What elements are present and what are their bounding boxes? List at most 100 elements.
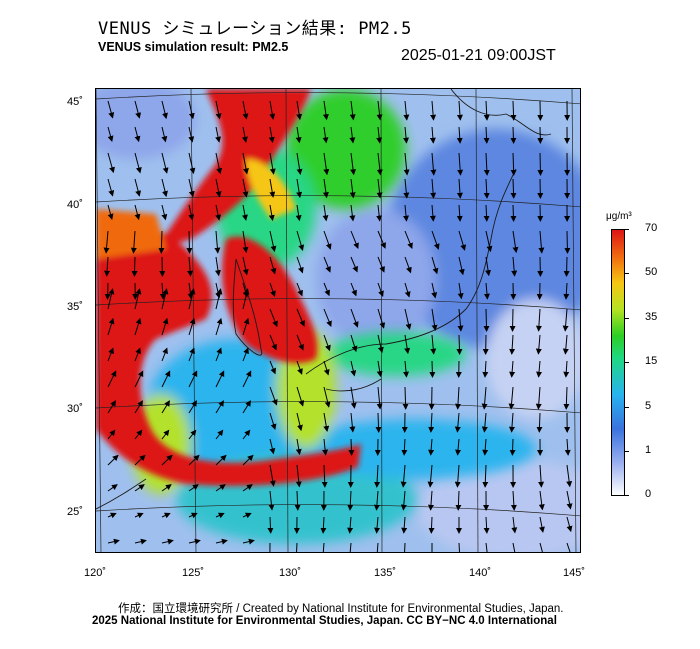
wind-arrow (377, 334, 384, 354)
wind-arrow (535, 334, 542, 355)
wind-arrow (404, 542, 406, 552)
wind-arrow (349, 126, 356, 144)
wind-arrow (427, 464, 434, 488)
wind-arrow (214, 256, 221, 277)
wind-arrow (242, 178, 249, 198)
wind-arrow (295, 126, 302, 144)
wind-arrow (323, 256, 331, 273)
wind-arrow (566, 464, 573, 488)
wind-arrow (322, 204, 329, 222)
wind-arrow (215, 538, 228, 545)
wind-arrow (268, 126, 275, 144)
wind-arrow (455, 490, 462, 511)
wind-arrow (295, 464, 302, 488)
wind-arrow (511, 516, 518, 534)
wind-arrow (376, 100, 383, 121)
wind-arrow (107, 370, 117, 388)
wind-arrow (322, 542, 325, 552)
wind-arrow (268, 204, 275, 222)
wind-arrow (295, 204, 302, 222)
wind-arrow (508, 386, 515, 410)
wind-arrow (431, 282, 438, 299)
colorbar-unit: μg/m³ (606, 211, 632, 222)
wind-arrow (107, 347, 114, 362)
wind-arrow (348, 438, 355, 456)
wind-arrow (269, 308, 278, 328)
wind-arrow (509, 308, 516, 332)
wind-arrow (430, 334, 437, 355)
lon-label-120: 120˚ (84, 567, 107, 579)
wind-arrow (323, 308, 332, 328)
wind-arrow (401, 438, 408, 456)
wind-arrow (566, 516, 573, 533)
wind-arrow (188, 126, 195, 143)
wind-arrow (187, 256, 194, 277)
colorbar-tickmark (625, 495, 629, 496)
wind-arrow (107, 317, 115, 336)
wind-arrow (509, 360, 516, 378)
wind-arrow (215, 288, 223, 310)
wind-arrow (269, 100, 276, 120)
wind-arrow (242, 538, 255, 545)
wind-arrow (403, 126, 410, 144)
wind-arrow (403, 100, 410, 121)
wind-arrow (242, 429, 251, 440)
wind-arrow (103, 230, 110, 254)
wind-arrow (188, 400, 197, 414)
wind-arrow (161, 538, 174, 545)
wind-arrow (215, 454, 227, 466)
wind-arrow (428, 412, 435, 433)
wind-arrow (269, 256, 277, 275)
colorbar-tick-1: 1 (645, 444, 652, 456)
lon-label-125: 125˚ (182, 567, 205, 579)
wind-arrow (215, 370, 225, 388)
wind-arrow (269, 178, 276, 198)
wind-arrow (161, 126, 168, 143)
pm25-map[interactable] (95, 88, 581, 553)
wind-arrow (402, 386, 409, 410)
wind-arrow (349, 412, 356, 433)
wind-arrow (215, 152, 223, 175)
wind-arrow (404, 334, 411, 355)
wind-arrow (377, 308, 386, 329)
wind-arrow (404, 308, 412, 330)
wind-arrow (539, 542, 543, 552)
colorbar-tickmark (625, 407, 629, 408)
lat-label-35: 35˚ (67, 301, 83, 313)
wind-arrow (131, 256, 138, 277)
wind-arrow (322, 438, 329, 456)
wind-arrow (429, 204, 436, 222)
wind-arrow (431, 308, 438, 331)
wind-arrow (483, 100, 490, 121)
wind-arrow (375, 412, 382, 433)
wind-arrow (483, 282, 490, 300)
wind-arrow (242, 347, 249, 362)
wind-arrow (161, 429, 170, 440)
wind-arrow (134, 370, 144, 388)
concentration-field (96, 89, 580, 552)
wind-arrow (376, 152, 383, 176)
wind-arrow (161, 288, 169, 310)
wind-arrow (481, 412, 488, 433)
wind-arrow (374, 464, 381, 488)
colorbar-tick-35: 35 (645, 311, 658, 323)
wind-arrow (215, 100, 222, 120)
wind-arrow (215, 400, 224, 414)
wind-arrow (431, 256, 439, 275)
wind-arrow (508, 412, 515, 433)
wind-arrow (535, 308, 542, 332)
wind-arrow (188, 347, 195, 362)
wind-arrow (161, 484, 172, 492)
colorbar-tickmark (625, 229, 629, 230)
wind-arrow (269, 282, 276, 298)
wind-arrow (296, 386, 305, 407)
wind-arrow (134, 484, 145, 492)
wind-arrow (188, 317, 196, 336)
wind-arrow (510, 178, 517, 199)
wind-arrow (485, 542, 488, 552)
wind-arrow (566, 490, 573, 510)
wind-arrow (562, 334, 569, 355)
wind-arrow (350, 152, 357, 176)
wind-arrow (400, 490, 407, 511)
wind-arrow (134, 152, 142, 174)
